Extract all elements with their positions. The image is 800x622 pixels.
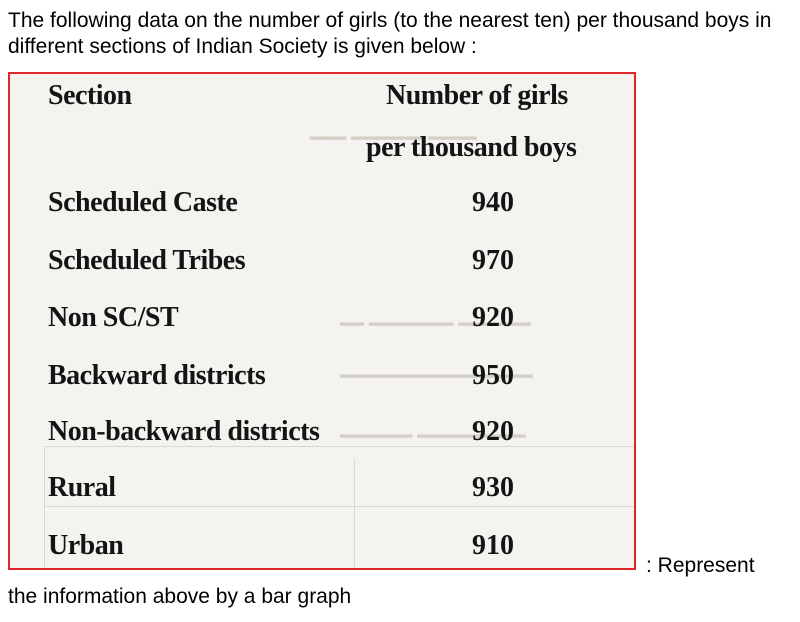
table-header-value-line1: Number of girls — [386, 80, 568, 111]
table-row-value: 930 — [472, 472, 514, 503]
table-row-value: 970 — [472, 245, 514, 276]
table-row-label: Backward districts — [48, 360, 266, 391]
question-instruction-part2: the information above by a bar graph — [8, 585, 352, 608]
table-row-label: Rural — [48, 472, 116, 503]
table-row-label: Urban — [48, 530, 124, 561]
table-row-value: 950 — [472, 360, 514, 391]
bleed-through-line — [354, 458, 355, 568]
bleed-through-line — [44, 446, 45, 568]
table-row-value: 910 — [472, 530, 514, 561]
bleed-through-decoration: ━━ ━━━━━━━ ━━━━━━ — [340, 314, 531, 336]
table-row-value: 920 — [472, 302, 514, 333]
table-row-label: Scheduled Caste — [48, 187, 238, 218]
bleed-through-line — [44, 446, 634, 447]
question-intro: The following data on the number of girl… — [8, 9, 772, 58]
table-row-value: 920 — [472, 416, 514, 447]
table-row-value: 940 — [472, 187, 514, 218]
question-instruction-part1: : Represent — [646, 554, 755, 577]
table-row-label: Non-backward districts — [48, 416, 320, 447]
bleed-through-decoration: ━━━━━━━━━━━━━━━━ — [340, 366, 533, 388]
table-row-label: Scheduled Tribes — [48, 245, 246, 276]
bleed-through-decoration: ━━━━━━ ━━━━━━━━━ — [340, 426, 526, 448]
bleed-through-line — [44, 506, 634, 507]
bleed-through-decoration: ━━━ ━━━━━━ ━━━━ — [310, 128, 477, 150]
table-row-label: Non SC/ST — [48, 302, 179, 333]
table-header-section: Section — [48, 80, 132, 111]
table-header-value-line2: per thousand boys — [366, 132, 577, 163]
scanned-table-image: ━━━ ━━━━━━ ━━━━ ━━ ━━━━━━━ ━━━━━━ ━━━━━━… — [8, 72, 636, 570]
